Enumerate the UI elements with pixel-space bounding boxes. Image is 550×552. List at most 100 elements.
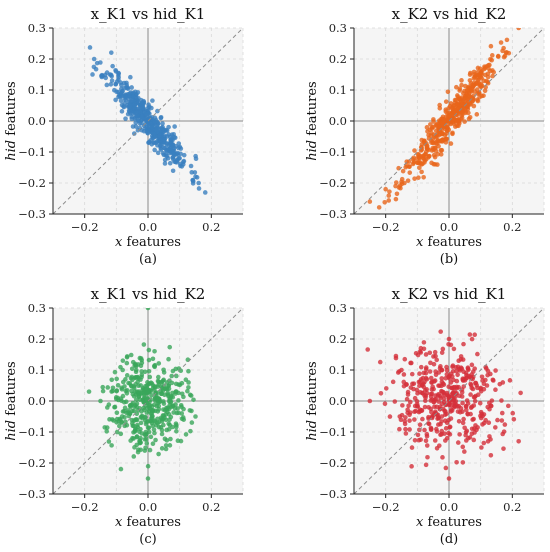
data-point xyxy=(91,64,97,70)
data-point xyxy=(128,402,133,408)
data-point xyxy=(128,352,134,358)
scatter-points xyxy=(87,45,208,195)
data-point xyxy=(104,425,110,430)
data-point xyxy=(471,103,477,109)
data-point xyxy=(414,399,420,404)
data-point xyxy=(484,383,490,388)
data-point xyxy=(179,380,185,386)
data-point xyxy=(438,329,443,334)
data-point xyxy=(407,412,412,418)
data-point xyxy=(431,361,437,367)
data-point xyxy=(416,437,422,443)
data-point xyxy=(166,421,171,426)
data-point xyxy=(446,476,452,481)
data-point xyxy=(149,408,155,413)
y-tick-label: −0.3 xyxy=(18,487,46,501)
data-point xyxy=(193,156,199,162)
data-point xyxy=(127,103,133,108)
data-point xyxy=(400,168,406,174)
data-point xyxy=(459,366,465,372)
data-point xyxy=(423,370,429,376)
data-point xyxy=(426,404,431,410)
data-point xyxy=(86,389,92,394)
data-point xyxy=(467,78,473,83)
data-point xyxy=(423,375,429,381)
data-point xyxy=(415,160,420,166)
data-point xyxy=(174,429,179,434)
data-point xyxy=(146,110,151,116)
data-point xyxy=(161,422,166,428)
data-point xyxy=(98,60,103,65)
data-point xyxy=(473,380,479,386)
data-point xyxy=(488,43,494,49)
data-point xyxy=(480,413,485,419)
data-point xyxy=(105,385,111,390)
data-point xyxy=(106,439,112,444)
data-point xyxy=(460,376,466,382)
data-point xyxy=(189,420,195,425)
data-point xyxy=(118,91,124,96)
data-point xyxy=(450,390,456,396)
x-tick-label: 0.0 xyxy=(139,500,157,514)
data-point xyxy=(132,389,138,394)
data-point xyxy=(465,365,471,371)
y-tick-label: 0.3 xyxy=(28,21,46,35)
data-point xyxy=(139,413,145,419)
data-point xyxy=(422,141,428,146)
data-point xyxy=(185,388,190,394)
data-point xyxy=(171,131,176,137)
data-point xyxy=(188,428,193,434)
data-point xyxy=(170,143,175,148)
y-tick-label: −0.2 xyxy=(319,176,347,190)
data-point xyxy=(479,374,485,380)
data-point xyxy=(186,368,191,374)
data-point xyxy=(446,384,451,390)
data-point xyxy=(100,384,106,390)
data-point xyxy=(109,78,115,83)
data-point xyxy=(376,205,382,210)
data-point xyxy=(119,398,124,404)
data-point xyxy=(119,109,125,114)
data-point xyxy=(426,421,431,426)
data-point xyxy=(428,375,434,381)
y-tick-label: −0.1 xyxy=(18,425,46,439)
data-point xyxy=(409,360,414,366)
data-point xyxy=(451,121,456,126)
data-point xyxy=(169,136,175,142)
data-point xyxy=(455,93,460,98)
data-point xyxy=(177,155,182,161)
data-point xyxy=(429,409,434,415)
data-point xyxy=(483,78,489,84)
data-point xyxy=(128,107,133,112)
data-point xyxy=(160,378,166,383)
data-point xyxy=(179,391,185,397)
data-point xyxy=(102,72,108,78)
data-point xyxy=(415,391,420,396)
data-point xyxy=(387,414,393,419)
data-point xyxy=(480,422,485,427)
data-point xyxy=(499,410,505,416)
data-point xyxy=(443,109,449,114)
data-point xyxy=(138,420,144,426)
data-point xyxy=(459,387,465,392)
data-point xyxy=(412,417,417,422)
data-point xyxy=(424,434,430,439)
data-point xyxy=(147,374,153,380)
data-point xyxy=(155,150,161,156)
data-point xyxy=(114,410,120,416)
data-point xyxy=(455,409,461,414)
data-point xyxy=(472,89,478,94)
data-point xyxy=(427,350,433,356)
data-point xyxy=(145,463,151,469)
data-point xyxy=(450,130,455,136)
data-point xyxy=(462,119,467,124)
data-point xyxy=(446,430,451,436)
data-point xyxy=(470,386,476,392)
y-tick-label: 0.1 xyxy=(28,363,46,377)
data-point xyxy=(501,446,506,451)
data-point xyxy=(436,391,441,397)
data-point xyxy=(439,376,445,381)
data-point xyxy=(415,352,421,358)
data-point xyxy=(446,336,452,342)
data-point xyxy=(443,465,449,471)
